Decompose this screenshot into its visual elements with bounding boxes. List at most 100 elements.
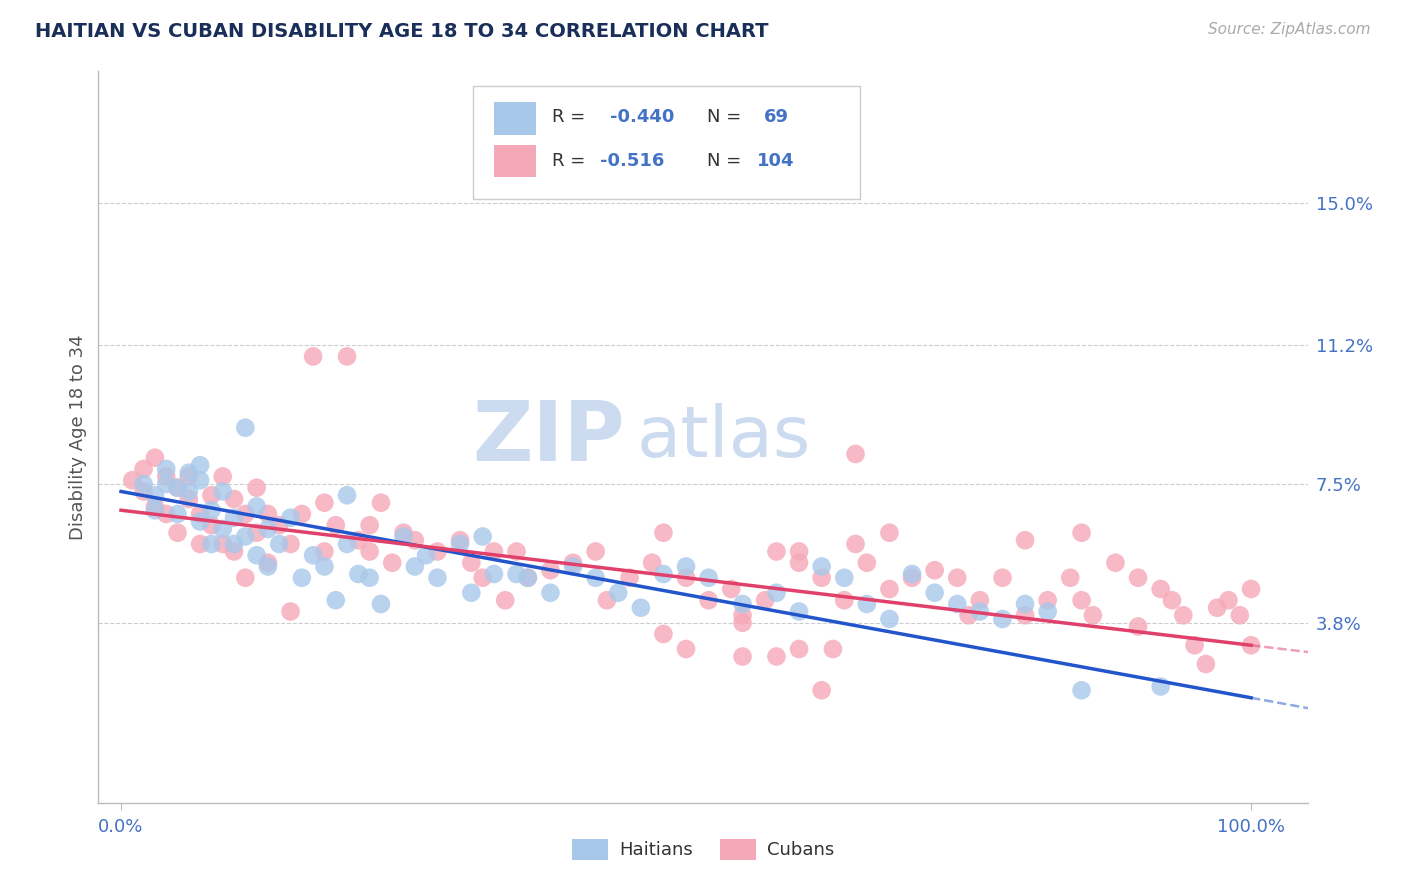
FancyBboxPatch shape bbox=[474, 86, 860, 200]
Point bbox=[1036, 605, 1059, 619]
Point bbox=[991, 612, 1014, 626]
Point bbox=[188, 507, 211, 521]
Point bbox=[325, 518, 347, 533]
Point bbox=[257, 522, 280, 536]
Point bbox=[832, 571, 855, 585]
Point bbox=[901, 571, 924, 585]
Point bbox=[845, 537, 868, 551]
Point bbox=[471, 529, 494, 543]
Point bbox=[810, 683, 832, 698]
Point bbox=[832, 593, 855, 607]
Point bbox=[1070, 525, 1092, 540]
Point bbox=[132, 462, 155, 476]
Point bbox=[810, 571, 832, 585]
Point bbox=[392, 525, 415, 540]
Point bbox=[585, 544, 607, 558]
Point bbox=[731, 649, 754, 664]
Point bbox=[1184, 638, 1206, 652]
Point bbox=[392, 529, 415, 543]
Point bbox=[280, 537, 302, 551]
Point bbox=[969, 593, 991, 607]
Point bbox=[347, 533, 370, 548]
Y-axis label: Disability Age 18 to 34: Disability Age 18 to 34 bbox=[69, 334, 87, 540]
Point bbox=[471, 571, 494, 585]
Point bbox=[155, 462, 177, 476]
Point bbox=[924, 586, 946, 600]
Point bbox=[132, 477, 155, 491]
Point bbox=[1104, 556, 1126, 570]
Point bbox=[336, 350, 359, 364]
Point bbox=[1240, 638, 1263, 652]
Point bbox=[177, 491, 200, 506]
Point bbox=[291, 571, 314, 585]
Point bbox=[821, 642, 844, 657]
Point bbox=[302, 548, 325, 562]
Point bbox=[1070, 683, 1092, 698]
Point bbox=[143, 488, 166, 502]
Text: -0.516: -0.516 bbox=[600, 153, 665, 170]
Point bbox=[652, 627, 675, 641]
Point bbox=[269, 537, 291, 551]
Point bbox=[787, 605, 810, 619]
Text: R =: R = bbox=[551, 109, 591, 127]
FancyBboxPatch shape bbox=[494, 102, 536, 135]
Point bbox=[538, 586, 561, 600]
Point bbox=[562, 559, 585, 574]
Point bbox=[991, 571, 1014, 585]
Point bbox=[924, 563, 946, 577]
Point bbox=[765, 544, 787, 558]
Point bbox=[359, 571, 381, 585]
Point bbox=[652, 566, 675, 581]
Point bbox=[1036, 593, 1059, 607]
Point bbox=[901, 566, 924, 581]
Point bbox=[257, 556, 280, 570]
Point bbox=[291, 507, 314, 521]
Point bbox=[1229, 608, 1251, 623]
Point bbox=[731, 608, 754, 623]
Point bbox=[211, 469, 233, 483]
Point bbox=[460, 586, 482, 600]
Point bbox=[879, 612, 901, 626]
Point bbox=[280, 605, 302, 619]
Point bbox=[222, 544, 245, 558]
Text: Source: ZipAtlas.com: Source: ZipAtlas.com bbox=[1208, 22, 1371, 37]
Point bbox=[1014, 608, 1036, 623]
Text: atlas: atlas bbox=[637, 402, 811, 472]
Point bbox=[177, 484, 200, 499]
Point bbox=[257, 559, 280, 574]
Point bbox=[188, 473, 211, 487]
Point bbox=[280, 510, 302, 524]
Point bbox=[856, 556, 879, 570]
Point bbox=[505, 566, 527, 581]
Point bbox=[810, 559, 832, 574]
Point bbox=[188, 537, 211, 551]
Point bbox=[336, 488, 359, 502]
Point bbox=[845, 447, 868, 461]
Point bbox=[1150, 582, 1173, 596]
Point bbox=[879, 525, 901, 540]
Point bbox=[188, 458, 211, 473]
Point bbox=[143, 503, 166, 517]
Point bbox=[619, 571, 641, 585]
Point bbox=[630, 600, 652, 615]
Point bbox=[381, 556, 404, 570]
Point bbox=[246, 525, 269, 540]
Point bbox=[1014, 533, 1036, 548]
Point bbox=[166, 525, 188, 540]
Point bbox=[302, 350, 325, 364]
Point bbox=[969, 605, 991, 619]
Point bbox=[166, 507, 188, 521]
Point bbox=[957, 608, 980, 623]
Point bbox=[155, 469, 177, 483]
Point bbox=[856, 597, 879, 611]
Legend: Haitians, Cubans: Haitians, Cubans bbox=[565, 831, 841, 867]
Point bbox=[200, 488, 222, 502]
Point bbox=[132, 484, 155, 499]
Point bbox=[233, 571, 256, 585]
Point bbox=[1059, 571, 1081, 585]
Point bbox=[1126, 619, 1149, 633]
Point bbox=[562, 556, 585, 570]
Text: 69: 69 bbox=[763, 109, 789, 127]
Point bbox=[675, 571, 697, 585]
Point bbox=[325, 593, 347, 607]
